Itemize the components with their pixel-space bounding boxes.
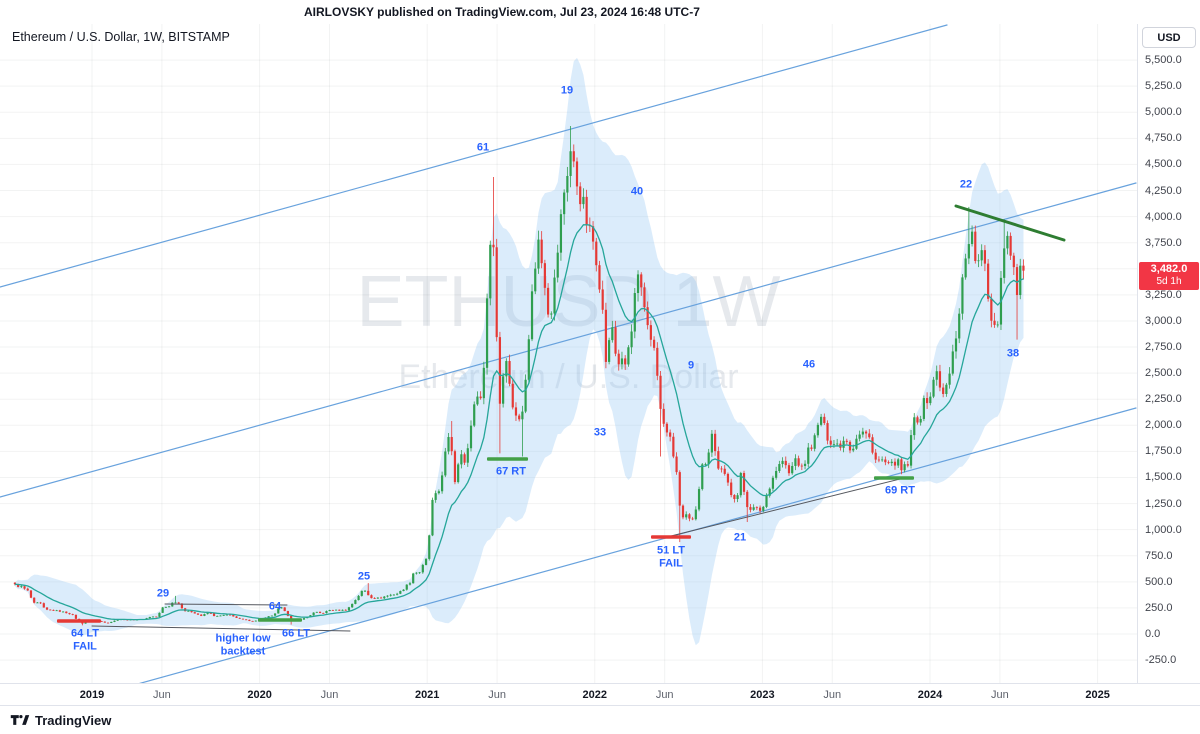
grid-lines [0, 24, 1137, 683]
price-axis-label: 1,500.0 [1145, 471, 1182, 484]
trendline-channel-mid[interactable] [0, 182, 1137, 498]
price-axis[interactable]: USD 5,500.0 5,250.0 5,000.0 4,750.0 4,500.0 4… [1137, 24, 1200, 683]
chart-annotation[interactable]: 64 LT FAIL [71, 627, 99, 652]
time-axis-label: Jun [991, 689, 1009, 701]
price-axis-label: 5,500.0 [1145, 54, 1182, 67]
moving-average-line [14, 224, 1024, 621]
trendline-higher-low-line[interactable] [91, 625, 351, 632]
time-axis-label: 2021 [414, 689, 440, 701]
trendline-channel-upper[interactable] [0, 24, 948, 288]
price-axis-label: 1,000.0 [1145, 523, 1182, 536]
chart-annotation[interactable]: 64 [268, 600, 282, 613]
level-marker-69-rt-level[interactable] [874, 476, 914, 480]
trendline-support-2022-2023[interactable] [662, 476, 909, 539]
chart-annotation[interactable]: 9 [687, 359, 695, 372]
attribution-text: AIRLOVSKY published on TradingView.com, … [304, 5, 700, 19]
time-axis-label: 2024 [917, 689, 943, 701]
price-axis-label: 5,000.0 [1145, 106, 1182, 119]
time-axis-label: 2023 [750, 689, 775, 701]
chart-annotation[interactable]: 69 RT [885, 484, 915, 497]
time-axis-label: Jun [488, 689, 506, 701]
time-axis[interactable]: 2019 Jun 2020 Jun 2021 Jun 2022 Jun 2023 Jun 2024 J… [0, 683, 1200, 706]
price-axis-label: 1,750.0 [1145, 445, 1182, 458]
time-axis-label: Jun [655, 689, 674, 701]
time-axis-label: Jun [153, 689, 171, 701]
chart-annotation[interactable]: 40 [630, 185, 644, 198]
level-marker-51-lt-fail-level[interactable] [651, 535, 691, 539]
tradingview-logo-icon [10, 715, 30, 725]
chart-annotation[interactable]: 51 LT FAIL [657, 544, 685, 569]
price-axis-label: 2,500.0 [1145, 367, 1182, 380]
header-bar: AIRLOVSKY published on TradingView.com, … [0, 0, 1200, 24]
time-axis-label: 2020 [247, 689, 272, 701]
annotations-layer: 19 61 40 22 9 46 33 38 21 25 29 64 67 RT 69 RT 51 LT F… [71, 84, 1020, 657]
time-axis-label: 2025 [1085, 689, 1110, 701]
level-marker-64-lt-fail-level[interactable] [57, 619, 101, 623]
price-axis-label: 500.0 [1145, 575, 1173, 588]
price-axis-label: -250.0 [1145, 654, 1177, 667]
chart-annotation[interactable]: 38 [1006, 347, 1020, 360]
chart-annotation[interactable]: 22 [959, 178, 973, 191]
last-price-badge: 3,482.0 5d 1h [1139, 261, 1199, 290]
price-axis-label: 1,250.0 [1145, 497, 1182, 510]
price-axis-label: 2,250.0 [1145, 393, 1182, 406]
price-axis-label: 4,000.0 [1145, 210, 1182, 223]
price-axis-label: 0.0 [1145, 628, 1161, 640]
tradingview-brand-text: TradingView [35, 712, 112, 728]
price-axis-label: 2,750.0 [1145, 341, 1182, 354]
price-axis-label: 4,750.0 [1145, 132, 1182, 145]
chart-annotation[interactable]: 67 RT [496, 465, 526, 478]
chart-annotation[interactable]: 21 [733, 531, 747, 544]
chart-annotation[interactable]: 25 [357, 570, 371, 583]
trendline-resistance-2019-2020[interactable] [164, 603, 288, 606]
chart-annotation[interactable]: 61 [476, 141, 490, 154]
candle-bodies [13, 151, 1025, 624]
volatility-band [14, 57, 1024, 646]
chart-annotation[interactable]: higher low backtest [215, 632, 271, 657]
level-marker-67-rt-level[interactable] [487, 457, 528, 461]
trendline-channel-lower[interactable] [134, 407, 1137, 685]
time-axis-label: Jun [823, 689, 842, 701]
price-axis-label: 4,250.0 [1145, 184, 1182, 197]
time-axis-label: 2019 [79, 689, 105, 701]
price-axis-label: 4,500.0 [1145, 158, 1182, 171]
price-axis-label: 750.0 [1145, 549, 1173, 562]
price-axis-label: 3,250.0 [1145, 288, 1182, 301]
chart-annotation[interactable]: 66 LT [282, 627, 310, 640]
chart-annotation[interactable]: 33 [593, 426, 607, 439]
last-price-value: 3,482.0 [1150, 262, 1188, 275]
tradingview-brand[interactable]: TradingView [10, 712, 111, 728]
time-axis-label: 2022 [582, 689, 608, 701]
chart-annotation[interactable]: 29 [156, 587, 170, 600]
currency-toggle-button[interactable]: USD [1142, 27, 1196, 48]
chart-annotation[interactable]: 46 [802, 358, 816, 371]
price-axis-label: 2,000.0 [1145, 419, 1182, 432]
price-axis-label: 5,250.0 [1145, 80, 1182, 93]
bar-countdown: 5d 1h [1156, 275, 1182, 287]
footer-bar: TradingView [0, 705, 1200, 734]
price-axis-label: 3,000.0 [1145, 314, 1182, 327]
time-axis-label: Jun [320, 689, 339, 701]
chart-annotation[interactable]: 19 [560, 84, 574, 97]
trendline-resistance-2024-green[interactable] [954, 204, 1066, 242]
level-marker-66-lt-level[interactable] [258, 618, 302, 622]
symbol-legend[interactable]: Ethereum / U.S. Dollar, 1W, BITSTAMP [12, 30, 230, 44]
price-axis-label: 3,750.0 [1145, 236, 1182, 249]
price-axis-label: 250.0 [1145, 601, 1173, 614]
